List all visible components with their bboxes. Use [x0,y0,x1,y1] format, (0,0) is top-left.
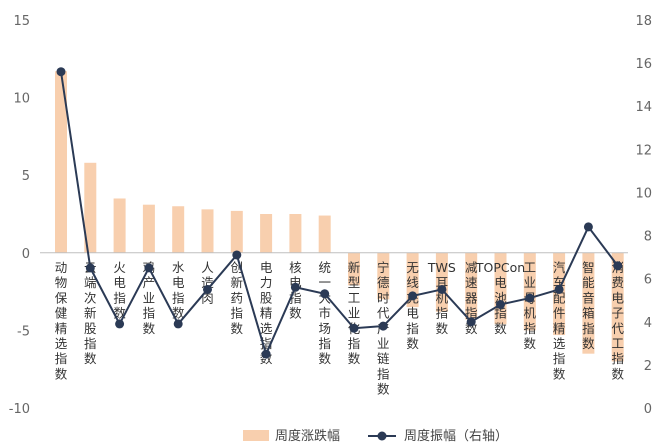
bar [582,252,595,354]
bar [55,71,67,253]
line-point [349,323,359,333]
left-tick-label: 0 [22,247,30,262]
line-point [613,261,623,271]
category-label: 水电指数 [172,260,185,321]
category-label: 火电指数 [113,260,126,321]
line-point [583,222,593,232]
bar [289,214,302,253]
bar [84,162,97,253]
right-tick-label: 12 [635,143,652,158]
line-point [554,284,564,294]
left-axis: -10 -5 0 5 10 15 [9,14,30,417]
line-point [290,282,300,292]
right-tick-label: 0 [644,402,652,417]
category-labels: 动物保健精选指数云端次新股指数火电指数鸡产业指数水电指数人造肉创新药指数电力股精… [55,260,625,397]
category-label: 云端次新股指数 [84,260,97,366]
legend: 周度涨跌幅 周度振幅（右轴） [243,428,508,444]
legend-swatch-marker [377,431,387,441]
category-label: 消费电子代工指数 [611,260,624,381]
line-point [525,293,535,303]
bar [465,252,478,320]
legend-label-bar: 周度涨跌幅 [275,428,340,444]
bar [435,252,448,312]
line-point [408,291,418,301]
line-point [496,300,505,310]
right-tick-label: 4 [644,316,652,331]
bar [611,252,624,362]
bar [523,252,536,331]
category-label: 汽车配件精选指数 [553,260,566,381]
bar [172,206,185,253]
bar [142,204,155,253]
left-tick-label: -10 [9,402,30,417]
category-label: 智能音箱指数 [582,260,595,351]
category-label: TOPCon 电池指数 [475,260,525,336]
category-label: TWS 耳机指数 [427,260,456,336]
bar-series [55,71,624,362]
line-point [144,263,154,273]
right-tick-label: 8 [644,230,652,245]
bar [318,215,331,253]
left-tick-label: 15 [13,14,30,29]
line-point [173,319,183,329]
bar [260,214,273,253]
bar [377,252,390,300]
category-label: 鸡产业指数 [143,260,156,336]
left-tick-label: 5 [22,169,30,184]
category-label: 工业母机指数 [524,260,537,351]
line-point [378,321,388,331]
right-tick-label: 10 [635,186,652,201]
right-tick-label: 2 [644,359,652,374]
line-point [437,284,447,294]
right-axis: 0 2 4 6 8 10 12 14 16 18 [635,14,652,417]
category-label: 无线充电指数 [406,260,419,351]
bar [230,210,243,253]
legend-swatch-bar [243,430,269,441]
left-tick-label: -5 [17,324,30,339]
right-tick-label: 6 [644,273,652,288]
line-path [60,71,619,358]
line-series [56,67,623,359]
category-label: 宁德时代产业链指数 [377,260,390,397]
legend-label-line: 周度振幅（右轴） [404,428,508,444]
line-point [232,250,242,260]
bar [201,209,214,253]
bar [113,198,126,253]
line-point [56,67,66,77]
left-tick-label: 10 [13,92,30,107]
category-label: 新型工业化指数 [348,260,361,366]
line-point [115,319,125,329]
line-point [466,317,476,327]
line-point [203,284,212,294]
right-tick-label: 16 [635,57,652,72]
line-point [261,349,271,359]
line-point [320,289,330,299]
bar [348,252,360,286]
right-tick-label: 14 [635,100,652,115]
category-label: 统一大市场指数 [318,260,331,366]
line-point [85,263,95,273]
right-tick-label: 18 [635,14,652,29]
category-label: 动物保健精选指数 [55,260,68,381]
